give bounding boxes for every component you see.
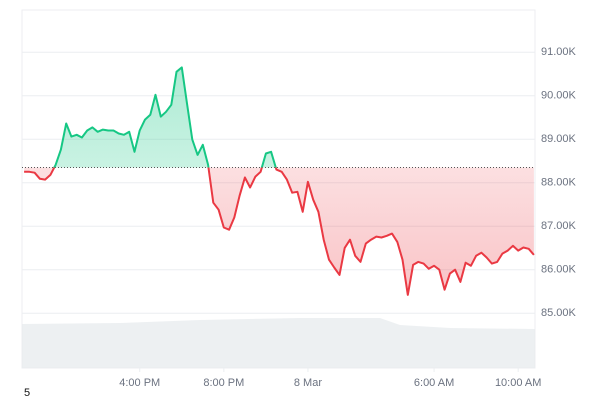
- price-line-down: [24, 167, 535, 296]
- y-tick-label: 89.00K: [541, 133, 577, 145]
- x-tick-label: 6:00 AM: [414, 377, 454, 389]
- area-up: [54, 67, 276, 168]
- y-tick-label: 90.00K: [541, 90, 577, 102]
- y-tick-label: 88.00K: [541, 177, 577, 189]
- price-line-up: [53, 66, 277, 168]
- x-tick-label: 8:00 PM: [203, 377, 244, 389]
- area-down: [24, 167, 534, 295]
- y-tick-label: 91.00K: [541, 46, 577, 58]
- x-tick-label: 10:00 AM: [495, 377, 541, 389]
- x-tick-label: 4:00 PM: [119, 377, 160, 389]
- volume-band: [22, 318, 535, 368]
- y-tick-label: 85.00K: [541, 307, 577, 319]
- x-tick-label: 8 Mar: [294, 377, 322, 389]
- y-tick-label: 87.00K: [541, 220, 577, 232]
- footer-text: 5: [24, 387, 30, 399]
- y-tick-label: 86.00K: [541, 264, 577, 276]
